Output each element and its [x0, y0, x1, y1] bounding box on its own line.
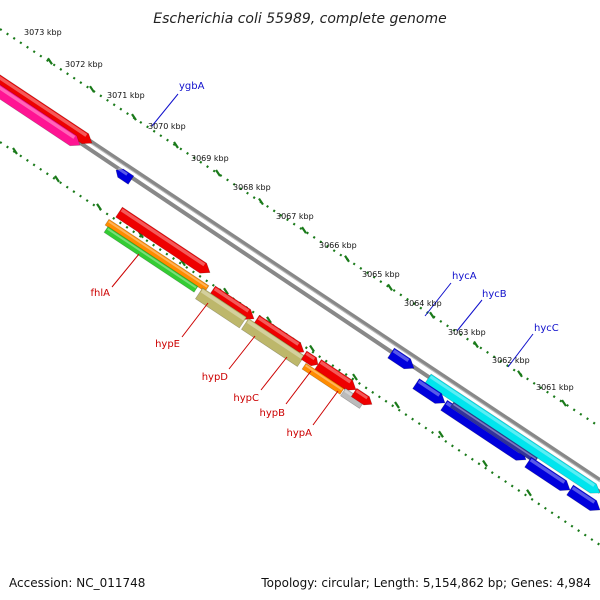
gene-bar-red-1: [115, 206, 211, 274]
scale-tick-outer: [131, 113, 137, 121]
scale-tick-inner: [96, 203, 102, 211]
gene-label-hypA: hypA: [287, 428, 313, 439]
backbone-highlight: [0, 82, 600, 483]
tick-label-3068: 3068 kbp: [233, 183, 271, 192]
gene-label-hypE: hypE: [155, 339, 180, 350]
gene-bar-hypE: [194, 287, 248, 329]
gene-label-hypC: hypC: [233, 393, 259, 404]
gene-bar-blue-1: [387, 347, 415, 370]
tick-label-3073: 3073 kbp: [24, 28, 62, 37]
backbone-line: [0, 79, 600, 482]
tick-label-3063: 3063 kbp: [448, 328, 486, 337]
scale-tick-outer: [215, 169, 221, 177]
leader-hypE: [181, 302, 209, 338]
tick-label-3062: 3062 kbp: [492, 356, 530, 365]
outer-scale-line: [0, 28, 600, 428]
gene-bar-red-6: [350, 387, 373, 406]
accession-text: Accession: NC_011748: [9, 576, 145, 590]
scale-tick-outer: [47, 57, 53, 65]
tick-label-3069: 3069 kbp: [191, 154, 229, 163]
tick-label-3064: 3064 kbp: [404, 299, 442, 308]
scale-tick-outer: [301, 226, 307, 234]
gene-bar-hycA: [412, 378, 446, 404]
tick-label-3071: 3071 kbp: [107, 91, 145, 100]
leader-hypD: [228, 335, 256, 370]
scale-tick-inner: [482, 459, 488, 468]
scale-tick-inner: [12, 147, 18, 155]
leader-hycC: [507, 333, 534, 368]
scale-tick-inner: [309, 344, 315, 353]
blue-leaders: [151, 93, 534, 368]
gene-bar-red-left: [0, 69, 93, 145]
leader-hycA: [424, 282, 452, 317]
scale-tick-inner: [266, 316, 272, 324]
tick-label-3061: 3061 kbp: [536, 383, 574, 392]
scale-tick-outer: [429, 311, 435, 319]
gene-bar-hycC: [524, 456, 571, 491]
gene-bar-cyan: [424, 373, 600, 494]
leader-hycB: [456, 299, 483, 332]
gene-label-hycA: hycA: [452, 271, 477, 282]
map-title: Escherichia coli 55989, complete genome: [153, 11, 446, 27]
scale-tick-inner: [526, 489, 532, 497]
tick-label-3065: 3065 kbp: [362, 270, 400, 279]
scale-tick-inner: [54, 175, 60, 183]
gene-label-hycC: hycC: [534, 323, 559, 334]
gene-label-hypD: hypD: [202, 372, 229, 383]
scale-tick-inner: [352, 373, 358, 381]
gene-bar-fhlA: [103, 226, 199, 293]
leader-hypB: [285, 370, 312, 405]
gene-features: [0, 69, 600, 511]
scale-tick-inner: [223, 287, 229, 295]
scale-tick-outer: [258, 197, 264, 206]
gene-bar-blue-end: [566, 484, 600, 511]
scale-tick-outer: [473, 340, 479, 349]
scale-tick-outer: [89, 85, 95, 93]
summary-text: Topology: circular; Length: 5,154,862 bp…: [260, 576, 591, 590]
scale-tick-outer: [173, 141, 179, 149]
tick-label-3072: 3072 kbp: [65, 60, 103, 69]
tick-label-3067: 3067 kbp: [276, 212, 314, 221]
scale-ticks: [12, 57, 567, 497]
gene-label-hycB: hycB: [482, 289, 507, 300]
tick-label-3070: 3070 kbp: [148, 122, 186, 131]
gene-bar-hypD: [240, 318, 306, 367]
gene-bar-hypB: [301, 362, 345, 395]
gene-bar-red-5: [314, 359, 357, 391]
scale-tick-outer: [517, 370, 523, 378]
scale-tick-outer: [344, 255, 350, 263]
leader-hypC: [260, 356, 288, 391]
leader-ygbA: [151, 93, 179, 127]
gene-label-fhlA: fhlA: [91, 288, 111, 299]
leader-fhlA: [111, 253, 140, 288]
leader-hypA: [312, 390, 339, 426]
scale-tick-inner: [394, 401, 400, 409]
scale-tick-outer: [561, 399, 567, 407]
gene-bar-pink-left: [0, 79, 81, 147]
gene-bar-ygbA: [115, 167, 135, 185]
gene-label-hypB: hypB: [260, 408, 286, 419]
gene-label-ygbA: ygbA: [179, 81, 205, 92]
tick-label-3066: 3066 kbp: [319, 241, 357, 250]
scale-tick-outer: [387, 283, 393, 291]
gene-bar-red-4: [300, 350, 319, 367]
red-leaders: [111, 253, 339, 426]
scale-tick-inner: [438, 430, 444, 438]
